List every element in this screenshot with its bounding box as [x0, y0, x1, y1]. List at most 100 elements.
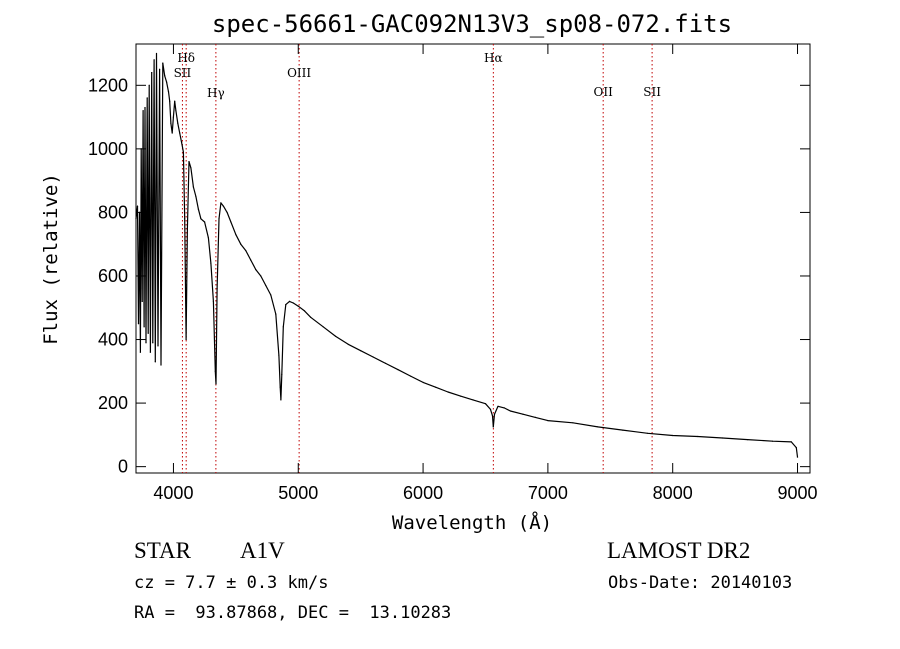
spectrum-point — [214, 370, 216, 372]
spectrum-vertices — [135, 52, 799, 458]
spectrum-point — [447, 391, 449, 393]
spectrum-point — [152, 342, 154, 344]
spectrum-point — [622, 429, 624, 431]
spectrum-point — [489, 408, 492, 410]
spectrum-point — [188, 161, 190, 163]
y-tick-label: 1200 — [88, 75, 128, 95]
spectrum-point — [385, 362, 387, 364]
spectrum-point — [534, 416, 537, 418]
spectrum-point — [772, 440, 774, 442]
spectrum-point — [279, 386, 281, 388]
spectrum-point — [235, 234, 237, 236]
line-marker-label: Hγ — [207, 86, 225, 100]
spectrum-point — [572, 422, 574, 424]
spectrum-point — [275, 313, 277, 315]
spectrum-point — [197, 208, 199, 210]
spectrum-point — [270, 294, 272, 296]
spectrum-point — [160, 364, 162, 366]
spectrum-point — [281, 373, 283, 376]
line-marker-label: SII — [643, 85, 661, 99]
plot-frame — [135, 43, 811, 474]
spectrum-point — [170, 122, 172, 124]
spectrum-point — [647, 432, 649, 434]
spectrum-point — [230, 221, 232, 223]
spectrum-point — [172, 116, 174, 118]
spectrum-point — [175, 110, 177, 112]
x-tick-label: 4000 — [153, 483, 193, 503]
spectrum-point — [265, 284, 267, 287]
redshift-velocity: cz = 7.7 ± 0.3 km/s — [134, 573, 329, 593]
spectrum-point — [347, 343, 349, 345]
spectrum-point — [204, 221, 206, 223]
line-marker-label: Hδ — [177, 51, 195, 65]
spectrum-point — [372, 356, 374, 358]
spectrum-point — [207, 237, 209, 239]
spectrum-point — [335, 335, 337, 337]
y-tick-label: 600 — [98, 266, 128, 286]
x-tick-label: 8000 — [653, 483, 693, 503]
spectrum-point — [215, 383, 217, 385]
spectrum-point — [493, 413, 496, 415]
spectrum-point — [159, 68, 161, 70]
survey-name: LAMOST DR2 — [607, 538, 751, 563]
spectrum-point — [459, 395, 462, 397]
spectrum-point — [250, 259, 252, 261]
spectrum-point — [292, 302, 294, 304]
spectrum-point — [166, 81, 168, 83]
spectrum-point — [167, 91, 170, 93]
line-marker-label: SII — [174, 66, 192, 80]
spectrum-point — [288, 300, 291, 302]
spectrum-point — [136, 205, 139, 207]
spectrum-point — [137, 323, 140, 325]
spectrum-point — [145, 342, 147, 344]
spectrum-point — [722, 437, 724, 439]
spectrum-point — [297, 305, 299, 307]
spectrum-point — [790, 441, 792, 443]
spectrum-point — [164, 75, 166, 77]
axis-ticks: 4000 5000 6000 7000 8000 9000 0 200 400 600 800 100… — [88, 44, 818, 503]
spectrum-point — [179, 132, 181, 134]
spectrum-point — [397, 369, 399, 371]
spectrum-point — [796, 456, 799, 458]
spectrum-point — [212, 300, 214, 302]
spectrum-point — [472, 399, 474, 401]
x-tick-label: 5000 — [278, 483, 318, 503]
x-tick-label: 7000 — [528, 483, 568, 503]
spectrum-point — [260, 275, 262, 277]
line-marker-label: OII — [594, 85, 614, 99]
spectrum-point — [192, 186, 194, 188]
spectrum-point — [200, 218, 202, 220]
spectrum-point — [154, 361, 156, 363]
spectrum-point — [492, 426, 494, 428]
spectrum-point — [162, 62, 164, 64]
spectrum-point — [171, 132, 173, 134]
spectrum-point — [435, 386, 437, 388]
y-tick-label: 0 — [118, 457, 128, 477]
x-tick-label: 6000 — [403, 483, 443, 503]
spectrum-point — [182, 151, 184, 153]
spectrum-point — [155, 52, 158, 55]
spectrum-point — [240, 243, 242, 245]
coordinates: RA = 93.87868, DEC = 13.10283 — [134, 603, 452, 623]
spectrum-point — [255, 269, 257, 271]
spectrum-point — [278, 354, 280, 356]
y-tick-label: 200 — [98, 393, 128, 413]
spectrum-point — [174, 100, 176, 102]
spectrum-point — [216, 288, 218, 290]
x-tick-label: 9000 — [777, 483, 817, 503]
spectrum-point — [195, 195, 197, 198]
spectrum-point — [285, 304, 287, 306]
spectrum-point — [185, 338, 187, 341]
spectrum-point — [672, 434, 674, 437]
spectrum-point — [747, 439, 749, 441]
spectrum-point — [245, 250, 247, 252]
spectrum-point — [497, 405, 499, 407]
spectrum-point — [148, 84, 150, 86]
spectrum-point — [222, 205, 224, 207]
spectrum-point — [186, 227, 188, 229]
spectrum-point — [547, 420, 549, 422]
spectrum-point — [144, 107, 146, 109]
spectrum-point — [310, 316, 312, 318]
spectrum-point — [151, 72, 153, 74]
spectrum-point — [484, 403, 487, 405]
